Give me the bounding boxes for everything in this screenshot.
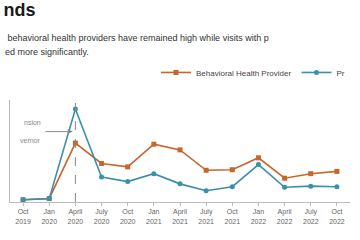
svg-text:July2020: July2020 [94, 208, 110, 224]
svg-text:Pr: Pr [336, 69, 344, 78]
svg-text:July2021: July2021 [198, 208, 214, 224]
svg-text:Oct2021: Oct2021 [225, 208, 241, 224]
svg-text:Jan2020: Jan2020 [41, 208, 57, 224]
svg-text:April2021: April2021 [172, 208, 188, 224]
svg-text:April2020: April2020 [68, 208, 84, 224]
svg-text:vernor: vernor [20, 137, 41, 144]
svg-text:July2022: July2022 [303, 208, 319, 224]
svg-text:ed more significantly.: ed more significantly. [5, 47, 89, 57]
svg-text:nds: nds [4, 0, 36, 20]
svg-text:nsion: nsion [24, 119, 41, 126]
svg-text:Behavioral Health Provider: Behavioral Health Provider [196, 69, 291, 78]
svg-text:Jan2022: Jan2022 [251, 208, 267, 224]
svg-text:Jan2021: Jan2021 [146, 208, 162, 224]
svg-text:Oct2019: Oct2019 [15, 208, 31, 224]
svg-text:April2022: April2022 [277, 208, 293, 224]
svg-text:Oct2022: Oct2022 [329, 208, 345, 224]
svg-text:Oct2020: Oct2020 [120, 208, 136, 224]
svg-text:behavioral health providers ha: behavioral health providers have remaine… [5, 33, 269, 43]
